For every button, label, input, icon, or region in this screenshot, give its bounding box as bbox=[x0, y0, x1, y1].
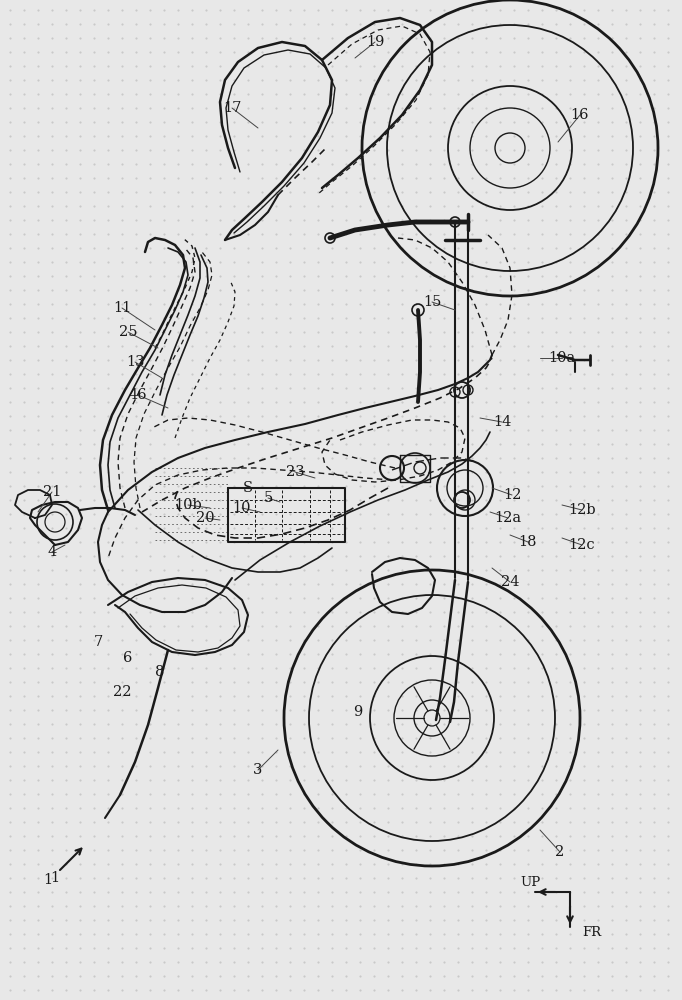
Text: 24: 24 bbox=[501, 575, 519, 589]
Text: 9: 9 bbox=[353, 705, 363, 719]
Text: 13: 13 bbox=[125, 355, 145, 369]
Text: 8: 8 bbox=[155, 665, 164, 679]
Text: 20: 20 bbox=[196, 511, 214, 525]
Text: 5: 5 bbox=[263, 491, 273, 505]
Text: 10: 10 bbox=[233, 501, 251, 515]
Text: 17: 17 bbox=[223, 101, 241, 115]
Text: 3: 3 bbox=[253, 763, 263, 777]
Text: 46: 46 bbox=[129, 388, 147, 402]
Text: FR: FR bbox=[582, 926, 601, 938]
Text: 12b: 12b bbox=[568, 503, 596, 517]
Text: 12a: 12a bbox=[494, 511, 522, 525]
Text: 10b: 10b bbox=[174, 498, 202, 512]
Text: 21: 21 bbox=[43, 485, 61, 499]
Text: UP: UP bbox=[520, 876, 540, 888]
Text: 7: 7 bbox=[93, 635, 102, 649]
Text: 23: 23 bbox=[286, 465, 304, 479]
Text: 12: 12 bbox=[503, 488, 521, 502]
Text: 12c: 12c bbox=[569, 538, 595, 552]
Text: 25: 25 bbox=[119, 325, 137, 339]
Text: 19: 19 bbox=[366, 35, 384, 49]
Text: 15: 15 bbox=[423, 295, 441, 309]
Text: 10a: 10a bbox=[548, 351, 576, 365]
Text: 22: 22 bbox=[113, 685, 131, 699]
Text: 2: 2 bbox=[555, 845, 565, 859]
Text: 11: 11 bbox=[113, 301, 131, 315]
Text: 1: 1 bbox=[50, 871, 59, 885]
Text: 18: 18 bbox=[519, 535, 537, 549]
Text: 1: 1 bbox=[44, 873, 53, 887]
Text: S: S bbox=[243, 481, 253, 495]
Text: 14: 14 bbox=[493, 415, 512, 429]
Text: 4: 4 bbox=[47, 545, 57, 559]
Text: 16: 16 bbox=[571, 108, 589, 122]
Text: 6: 6 bbox=[123, 651, 133, 665]
